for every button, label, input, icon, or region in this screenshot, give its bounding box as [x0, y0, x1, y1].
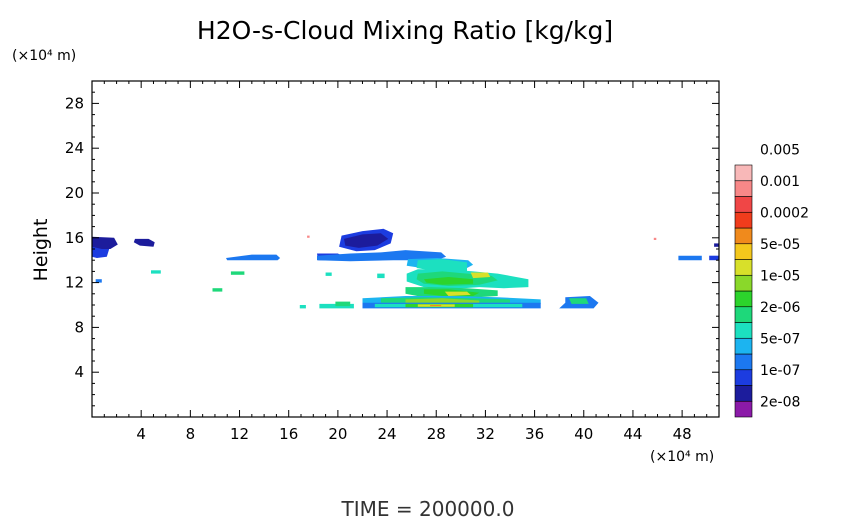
colorbar-swatch — [734, 227, 753, 245]
x-tick-label: 12 — [230, 425, 249, 443]
field-region — [709, 255, 719, 261]
x-tick-label: 48 — [673, 425, 692, 443]
colorbar-label: 1e-07 — [760, 363, 800, 379]
field-region — [470, 272, 491, 279]
field-region — [569, 298, 589, 304]
x-tick-label: 44 — [623, 425, 642, 443]
colorbar-swatch — [734, 306, 753, 323]
x-tick-label: 16 — [279, 425, 298, 443]
y-tick-label: 28 — [65, 94, 84, 112]
field-region — [423, 277, 474, 285]
y-tick-label: 4 — [74, 363, 84, 381]
field-region — [653, 237, 657, 240]
colorbar-swatch — [734, 337, 753, 355]
field-region — [714, 243, 719, 247]
field-region — [133, 238, 155, 247]
field-region — [344, 233, 389, 248]
colorbar-label: 1e-05 — [760, 268, 800, 284]
field-region — [444, 291, 471, 296]
field-region — [377, 273, 385, 279]
field-region — [212, 288, 223, 292]
colorbar-label: 5e-07 — [760, 331, 800, 347]
field-region — [430, 305, 442, 307]
colorbar-swatch — [734, 290, 753, 308]
colorbar-swatch — [734, 196, 753, 213]
colorbar-swatch — [734, 385, 753, 402]
x-tick-label: 8 — [186, 425, 196, 443]
y-tick-label: 8 — [74, 318, 84, 336]
y-tick-label: 16 — [65, 229, 84, 247]
x-tick-label: 20 — [328, 425, 347, 443]
plot-frame — [91, 80, 720, 418]
x-tick-label: 4 — [136, 425, 146, 443]
colorbar-swatch — [734, 353, 753, 371]
colorbar-swatch — [734, 180, 753, 197]
field-region — [299, 305, 306, 309]
x-unit-label: (×10⁴ m) — [650, 449, 714, 465]
colorbar-label: 2e-08 — [760, 394, 800, 410]
colorbar-swatch — [734, 259, 753, 276]
colorbar-swatch — [734, 243, 753, 260]
y-unit-label: (×10⁴ m) — [12, 48, 76, 64]
colorbar-label: 0.001 — [760, 174, 800, 190]
y-tick-label: 12 — [65, 274, 84, 292]
field-region — [92, 246, 110, 258]
colorbar: 2e-08 1e-07 5e-07 2e-06 1e-05 5e-05 0.0002 0.00… — [734, 142, 809, 418]
y-tick-label: 24 — [65, 139, 84, 157]
time-footer: TIME = 200000.0 — [341, 497, 515, 519]
colorbar-swatch — [734, 274, 753, 292]
colorbar-swatch — [734, 164, 753, 182]
field-region — [416, 259, 467, 272]
field-region — [317, 250, 447, 262]
colorbar-swatch — [734, 400, 753, 418]
field-region — [230, 271, 245, 275]
field-region — [325, 272, 332, 276]
y-axis-label: Height — [30, 219, 52, 282]
x-tick-label: 40 — [574, 425, 593, 443]
chart-title: H2O-s-Cloud Mixing Ratio [kg/kg] — [197, 16, 613, 45]
colorbar-label: 0.0002 — [760, 205, 809, 221]
heatmap-regions — [92, 228, 719, 309]
field-region — [226, 254, 281, 261]
field-region — [92, 236, 118, 249]
colorbar-swatch — [734, 211, 753, 229]
colorbar-label: 5e-05 — [760, 237, 800, 253]
field-region — [405, 298, 480, 303]
field-region — [95, 279, 102, 283]
colorbar-swatch — [734, 369, 753, 386]
field-region — [307, 235, 310, 238]
x-tick-label: 24 — [378, 425, 397, 443]
x-tick-label: 32 — [476, 425, 495, 443]
x-tick-label: 36 — [525, 425, 544, 443]
colorbar-swatch — [734, 322, 753, 339]
field-region — [151, 270, 161, 274]
colorbar-label: 2e-06 — [760, 300, 800, 316]
field-region — [678, 255, 702, 261]
y-tick-label: 20 — [65, 184, 84, 202]
x-tick-label: 28 — [427, 425, 446, 443]
colorbar-label: 0.005 — [760, 142, 800, 158]
field-region — [335, 301, 351, 307]
